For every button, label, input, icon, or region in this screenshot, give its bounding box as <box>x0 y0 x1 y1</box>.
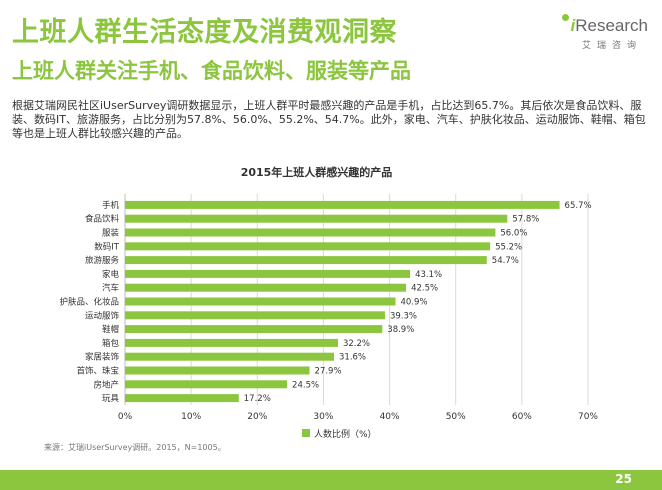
category-label: 服装 <box>102 228 120 239</box>
x-tick-label: 60% <box>512 412 532 422</box>
logo-wordmark: iResearch <box>570 16 649 35</box>
data-label: 40.9% <box>401 298 428 308</box>
data-label: 56.0% <box>500 229 527 239</box>
bar <box>125 256 487 265</box>
page-title: 上班人群生活态度及消费观洞察 <box>12 17 397 48</box>
bar <box>125 200 560 209</box>
category-label: 家电 <box>102 269 120 280</box>
category-label: 护肤品、化妆品 <box>59 297 119 308</box>
category-label: 鞋帽 <box>102 324 119 335</box>
data-label: 54.7% <box>492 256 519 266</box>
data-label: 31.6% <box>339 353 366 363</box>
category-label: 运动服饰 <box>85 310 120 321</box>
x-tick-label: 0% <box>118 412 133 422</box>
data-label: 27.9% <box>315 367 342 377</box>
bar <box>125 297 396 306</box>
data-label: 38.9% <box>387 325 414 335</box>
bar <box>125 325 383 334</box>
category-label: 家居装饰 <box>85 352 120 363</box>
category-label: 旅游服务 <box>85 255 120 266</box>
category-label: 箱包 <box>102 338 120 349</box>
data-label: 32.2% <box>343 339 370 349</box>
page-subtitle: 上班人群关注手机、食品饮料、服装等产品 <box>12 59 411 83</box>
category-label: 汽车 <box>102 283 119 294</box>
footer-bar: 25 <box>0 470 662 490</box>
x-tick-label: 70% <box>578 412 598 422</box>
x-tick-label: 10% <box>181 412 201 422</box>
bar <box>125 283 407 292</box>
logo-tagline: 艾瑞咨询 <box>581 41 642 51</box>
category-label: 手机 <box>102 200 120 211</box>
data-label: 55.2% <box>495 242 522 252</box>
logo-dot-icon <box>562 14 569 21</box>
iresearch-logo: iResearch 艾瑞咨询 <box>556 14 649 56</box>
description-text: 根据艾瑞网民社区iUserSurvey调研数据显示，上班人群平时最感兴趣的产品是… <box>12 99 646 140</box>
bar <box>125 269 411 278</box>
x-tick-label: 50% <box>446 412 466 422</box>
category-label: 食品饮料 <box>85 214 120 225</box>
bar <box>125 228 496 237</box>
bar <box>125 338 338 347</box>
bar <box>125 380 288 389</box>
category-label: 玩具 <box>102 394 120 404</box>
source-note: 来源：艾瑞iUserSurvey调研。2015，N=1005。 <box>44 443 226 452</box>
category-label: 数码IT <box>94 241 120 252</box>
bar-chart: 2015年上班人群感兴趣的产品 0% 10% 20% 30% 40% 50% 60% 70% 手机… <box>59 165 598 440</box>
data-label: 57.8% <box>512 215 539 225</box>
data-label: 42.5% <box>411 284 438 294</box>
data-label: 39.3% <box>390 311 417 321</box>
data-label: 65.7% <box>565 201 592 211</box>
x-tick-label: 30% <box>313 412 333 422</box>
bar <box>125 366 310 375</box>
category-label: 房地产 <box>93 379 119 390</box>
x-tick-label: 20% <box>247 412 267 422</box>
data-label: 24.5% <box>292 380 319 390</box>
data-label: 43.1% <box>415 270 442 280</box>
category-label: 首饰、珠宝 <box>76 366 119 377</box>
bar <box>125 214 508 223</box>
legend-swatch <box>302 429 310 437</box>
bar <box>125 242 491 251</box>
bar <box>125 352 335 361</box>
bar <box>125 394 239 403</box>
chart-title: 2015年上班人群感兴趣的产品 <box>241 165 393 179</box>
bar <box>125 311 385 320</box>
x-tick-label: 40% <box>380 412 400 422</box>
page-number: 25 <box>615 472 632 486</box>
data-label: 17.2% <box>244 394 271 404</box>
legend-label: 人数比例（%） <box>314 428 377 440</box>
